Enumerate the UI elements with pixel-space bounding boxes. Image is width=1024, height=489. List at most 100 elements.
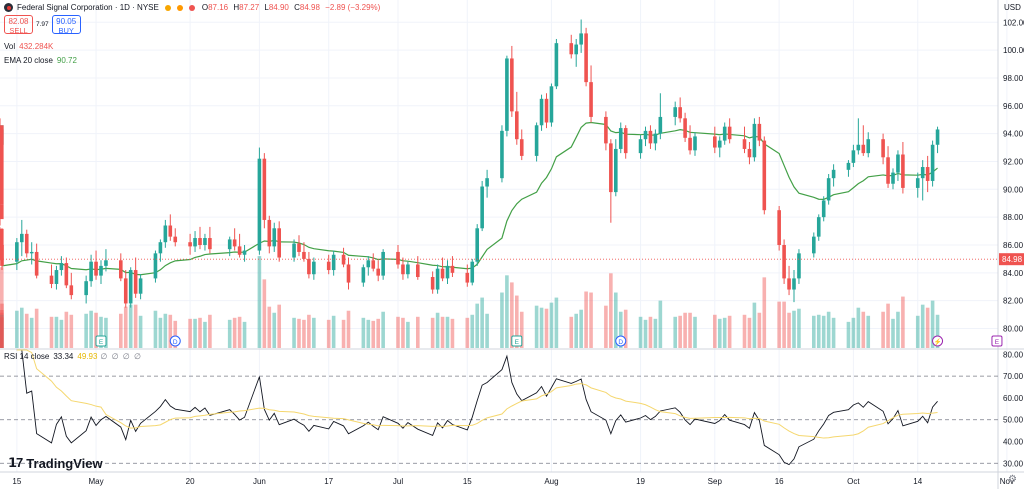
candle-body <box>435 268 440 290</box>
volume-bar <box>158 317 163 348</box>
candle-body <box>614 148 618 193</box>
volume-bar <box>925 307 930 348</box>
events-icon[interactable] <box>176 4 183 11</box>
candle <box>713 126 717 154</box>
candle <box>519 129 524 161</box>
volume-bar <box>797 308 801 348</box>
candle <box>782 239 786 284</box>
volume-bar <box>173 320 178 348</box>
candle-body <box>579 33 583 45</box>
volume-bar <box>678 315 682 348</box>
sell-button[interactable]: 82.08 SELL <box>4 15 33 35</box>
candle <box>831 164 836 187</box>
volume-bar <box>168 314 173 348</box>
candle-body <box>920 167 925 179</box>
volume-bar <box>519 311 524 348</box>
candle-body <box>505 58 509 131</box>
volume-bar <box>569 316 574 348</box>
rsi-tick-label: 50.00 <box>1003 416 1024 425</box>
volume-bar <box>153 310 158 348</box>
candle-body <box>94 261 98 276</box>
candle-body <box>297 243 301 252</box>
candle-body <box>747 148 752 158</box>
candle-body <box>0 204 4 220</box>
buy-button[interactable]: 90.05 BUY <box>51 15 81 35</box>
candle-body <box>168 225 173 237</box>
rsi-legend[interactable]: RSI 14 close 33.34 49.93 ∅ ∅ ∅ ∅ <box>4 352 142 361</box>
volume-bar <box>510 282 514 348</box>
settings-gear-icon[interactable]: ⚙ <box>1008 474 1017 485</box>
candle <box>747 141 752 165</box>
ohlc-close-value: 84.98 <box>299 3 320 12</box>
candle <box>69 272 74 300</box>
volume-bar <box>371 320 376 348</box>
candle-body <box>198 238 202 245</box>
candle <box>267 215 272 254</box>
rsi-label: RSI 14 close <box>4 352 50 361</box>
ohlc-low-value: 84.90 <box>268 3 289 12</box>
candle-body <box>104 260 108 266</box>
price-tick-label: 100.00 <box>1003 46 1024 55</box>
candle-body <box>688 137 692 151</box>
ema-legend[interactable]: EMA 20 close 90.72 <box>4 56 77 65</box>
volume-bar <box>257 256 262 348</box>
volume-bar <box>0 310 4 348</box>
volume-bar <box>450 318 455 348</box>
candle-body <box>366 260 371 268</box>
candle-body <box>331 254 336 271</box>
volume-bar <box>237 316 242 348</box>
time-tick-label: 15 <box>12 477 21 486</box>
candle-body <box>727 126 732 140</box>
volume-bar <box>104 317 108 348</box>
candle <box>292 239 296 262</box>
volume-bar <box>465 317 470 348</box>
candle-body <box>227 239 232 250</box>
volume-bar <box>416 316 420 348</box>
candle-body <box>371 260 376 269</box>
candle-body <box>777 210 781 245</box>
candle <box>470 258 475 286</box>
candle <box>589 65 593 123</box>
volume-bar <box>727 315 732 348</box>
volume-bar <box>896 311 900 348</box>
candle <box>381 249 385 280</box>
dividend-marker-icon <box>169 335 181 347</box>
candle-body <box>29 251 34 254</box>
candle-body <box>193 238 197 247</box>
volume-bar <box>292 317 296 348</box>
volume-bar <box>128 304 133 348</box>
volume-bar <box>297 318 301 348</box>
volume-legend[interactable]: Vol 432.284K <box>4 42 53 51</box>
candle-body <box>406 264 410 275</box>
volume-bar <box>312 317 316 348</box>
candle <box>312 257 316 280</box>
volume-bar <box>440 316 445 348</box>
candle-body <box>59 263 64 271</box>
rsi-tick-label: 30.00 <box>1003 459 1024 468</box>
candle <box>505 55 509 137</box>
candle <box>673 101 677 126</box>
candle <box>297 235 301 257</box>
candle-body <box>896 154 900 173</box>
tradingview-mark-icon: 𝟭7 <box>8 455 23 470</box>
market-status-icon[interactable] <box>164 4 171 11</box>
candle <box>574 38 578 67</box>
symbol-title[interactable]: Federal Signal Corporation · 1D · NYSE <box>17 3 159 12</box>
earnings-marker-icon <box>95 335 107 347</box>
event-marker: E <box>991 335 1003 347</box>
alert-icon[interactable] <box>188 4 195 11</box>
currency-label[interactable]: USD <box>1004 3 1021 12</box>
candle <box>430 271 435 294</box>
tradingview-logo[interactable]: 𝟭7 TradingView <box>8 455 103 471</box>
candle-body <box>915 178 920 188</box>
candle <box>193 231 197 252</box>
candle <box>133 257 138 298</box>
candle <box>406 261 410 279</box>
volume-bar <box>757 312 762 348</box>
tradingview-name: TradingView <box>26 455 103 471</box>
candle <box>198 226 202 250</box>
volume-bar <box>688 312 692 348</box>
candle <box>544 93 549 129</box>
